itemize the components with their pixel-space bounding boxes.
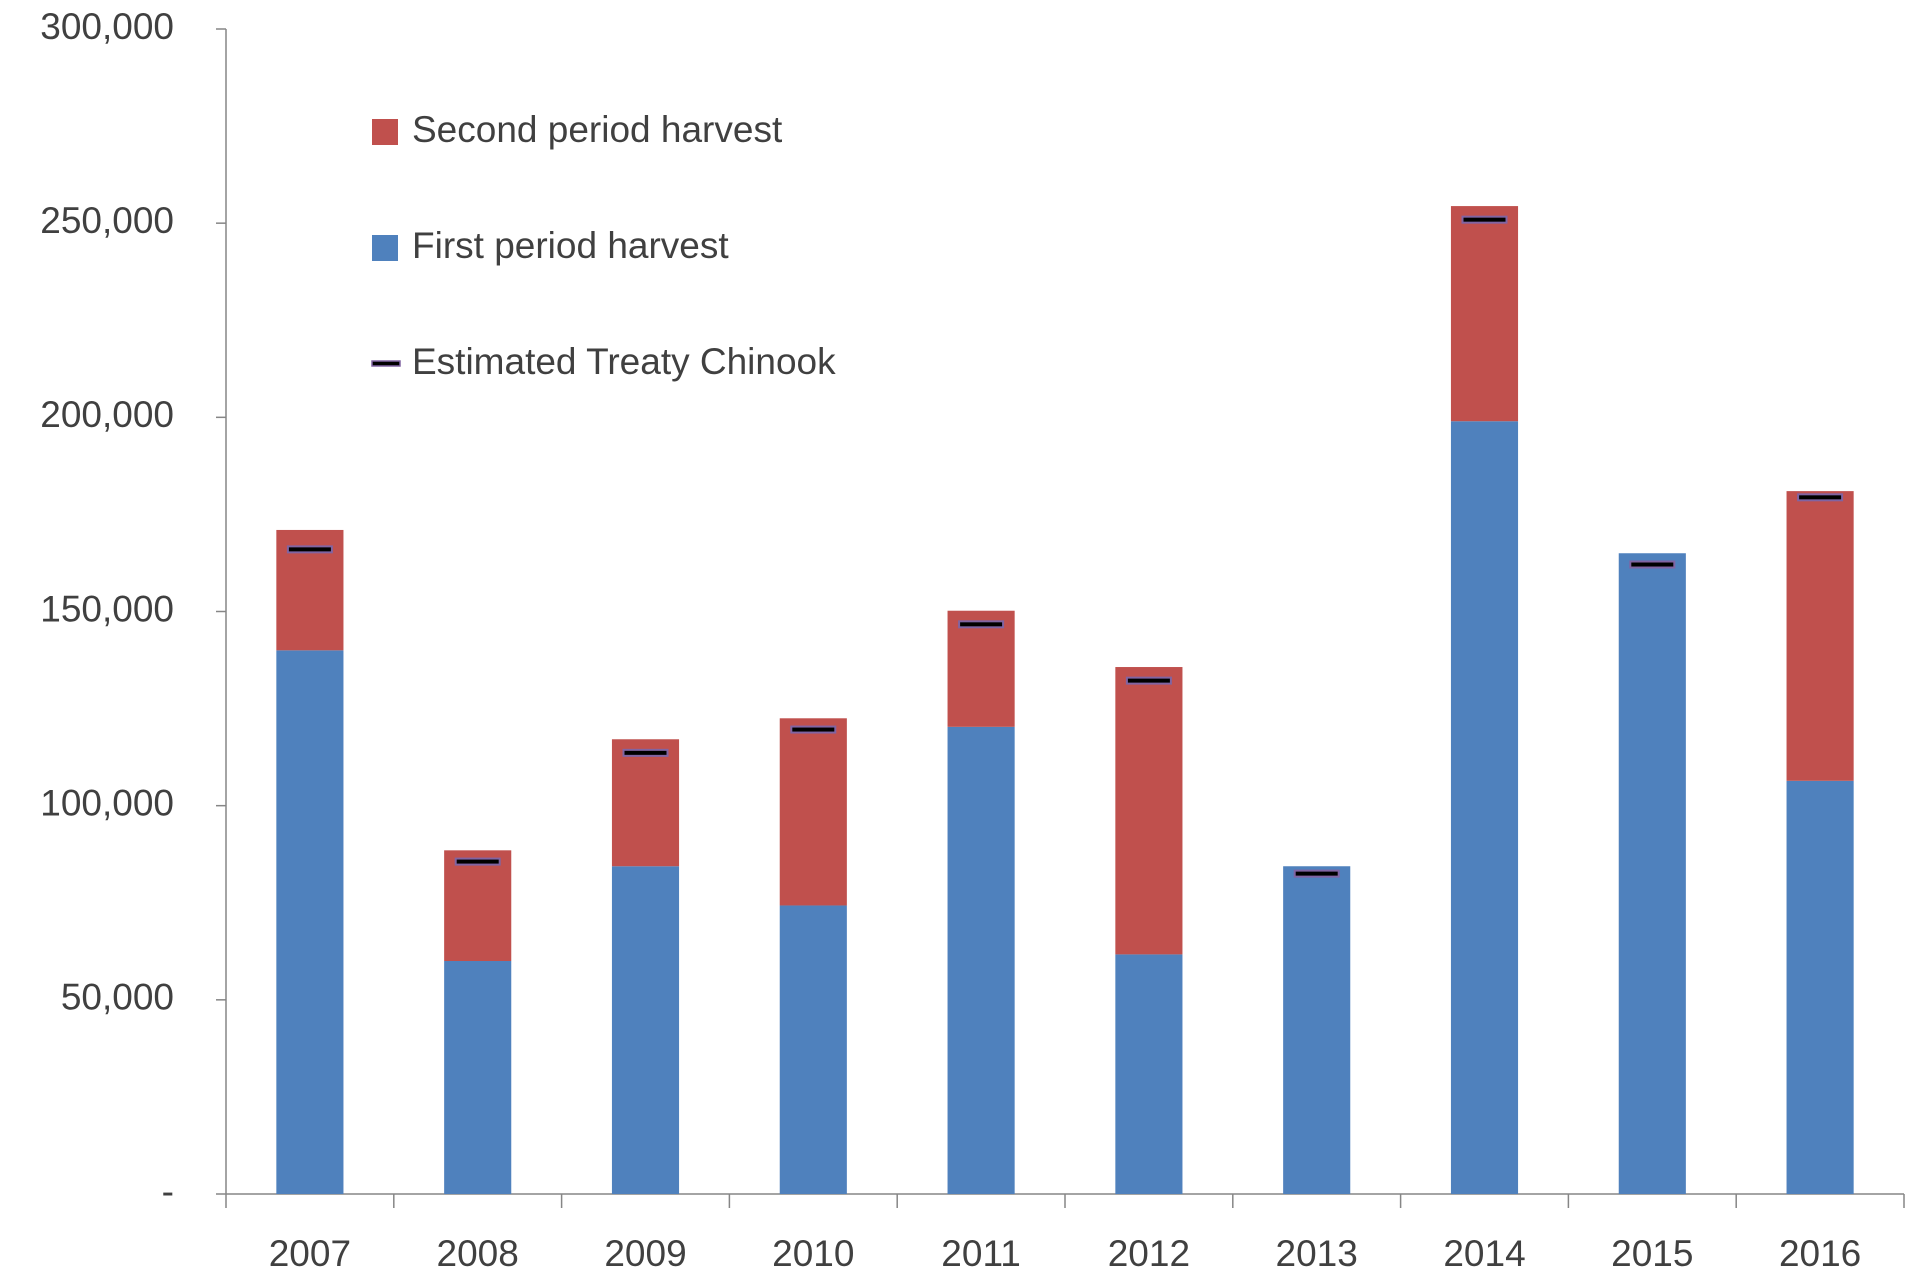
- bar-segment: [1283, 866, 1351, 1194]
- bar-segment: [611, 739, 680, 867]
- y-tick-label: 300,000: [40, 6, 174, 47]
- bar-segment: [947, 610, 1015, 727]
- x-tick-label: 2009: [604, 1233, 686, 1274]
- treaty-marker: [454, 857, 501, 866]
- legend-label: Second period harvest: [412, 109, 783, 150]
- bar-segment: [1450, 206, 1519, 422]
- y-tick-label: 200,000: [40, 394, 174, 435]
- treaty-marker: [1461, 215, 1508, 224]
- x-tick-label: 2013: [1276, 1233, 1358, 1274]
- legend-label: Estimated Treaty Chinook: [412, 341, 836, 382]
- bar-segment: [947, 726, 1015, 1194]
- bar-segment: [1450, 421, 1519, 1194]
- legend-label: First period harvest: [412, 225, 729, 266]
- treaty-marker: [790, 725, 837, 734]
- treaty-marker: [1797, 493, 1844, 502]
- x-tick-label: 2012: [1108, 1233, 1190, 1274]
- bar-segment: [1618, 553, 1686, 1194]
- bar-segment: [779, 718, 847, 906]
- x-tick-label: 2010: [772, 1233, 854, 1274]
- bar-segment: [1786, 491, 1854, 781]
- treaty-marker: [1629, 560, 1676, 569]
- y-tick-label: 100,000: [40, 782, 174, 823]
- legend-swatch: [371, 360, 401, 367]
- x-tick-label: 2014: [1443, 1233, 1525, 1274]
- y-tick-label: 250,000: [40, 200, 174, 241]
- bar-segment: [1115, 667, 1183, 955]
- treaty-marker: [286, 545, 333, 554]
- treaty-marker: [1125, 676, 1172, 685]
- x-tick-label: 2008: [437, 1233, 519, 1274]
- treaty-marker: [958, 620, 1005, 629]
- x-tick-label: 2015: [1611, 1233, 1693, 1274]
- y-tick-label: -: [162, 1171, 174, 1212]
- x-tick-label: 2011: [941, 1233, 1021, 1274]
- bar-segment: [444, 961, 512, 1194]
- y-tick-label: 50,000: [61, 977, 174, 1018]
- treaty-marker: [1293, 869, 1340, 878]
- bar-segment: [611, 866, 680, 1194]
- bar-segment: [276, 650, 344, 1194]
- legend-swatch: [372, 235, 398, 261]
- x-tick-label: 2016: [1779, 1233, 1861, 1274]
- x-tick-label: 2007: [269, 1233, 351, 1274]
- treaty-marker: [622, 748, 669, 757]
- legend-swatch: [372, 119, 398, 145]
- y-tick-label: 150,000: [40, 588, 174, 629]
- bar-segment: [779, 905, 847, 1194]
- bar-segment: [1786, 780, 1854, 1194]
- bar-segment: [444, 850, 512, 961]
- bar-segment: [1115, 954, 1183, 1194]
